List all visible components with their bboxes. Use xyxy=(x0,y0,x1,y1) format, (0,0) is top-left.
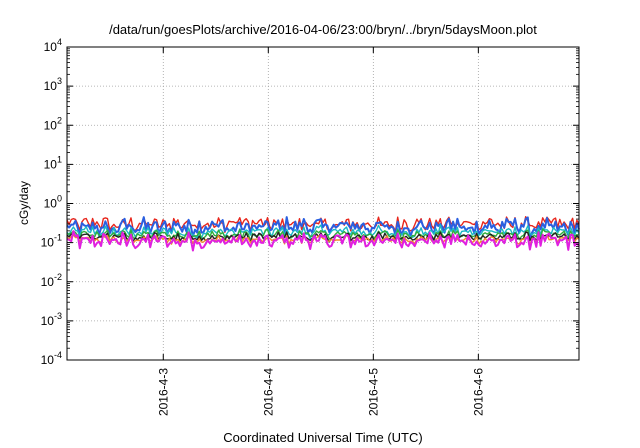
y-tick-label: 102 xyxy=(44,115,62,132)
y-tick-label: 104 xyxy=(44,37,62,54)
x-tick-label: 2016-4-4 xyxy=(261,368,275,416)
y-tick-label: 100 xyxy=(44,194,62,211)
grid-lines xyxy=(67,47,579,360)
y-tick-label: 10-1 xyxy=(41,233,62,250)
x-tick-labels: 2016-4-3 2016-4-4 2016-4-5 2016-4-6 xyxy=(156,368,485,416)
series-line xyxy=(66,228,580,242)
y-tick-labels: 10-4 10-3 10-2 10-1 100 101 102 103 104 xyxy=(41,37,62,367)
x-axis-label: Coordinated Universal Time (UTC) xyxy=(223,430,422,445)
y-axis-label: cGy/day xyxy=(17,181,31,225)
chart-title: /data/run/goesPlots/archive/2016-04-06/2… xyxy=(109,22,537,37)
x-tick-label: 2016-4-6 xyxy=(471,368,485,416)
axis-ticks xyxy=(67,46,579,361)
y-tick-label: 10-4 xyxy=(41,350,62,367)
y-tick-label: 101 xyxy=(44,154,62,171)
series-lines xyxy=(66,215,580,252)
x-tick-label: 2016-4-5 xyxy=(366,368,380,416)
y-tick-label: 103 xyxy=(44,76,62,93)
y-tick-label: 10-3 xyxy=(41,311,62,328)
y-tick-label: 10-2 xyxy=(41,272,62,289)
series-line xyxy=(66,230,580,252)
x-tick-label: 2016-4-3 xyxy=(156,368,170,416)
series-line xyxy=(66,216,580,239)
